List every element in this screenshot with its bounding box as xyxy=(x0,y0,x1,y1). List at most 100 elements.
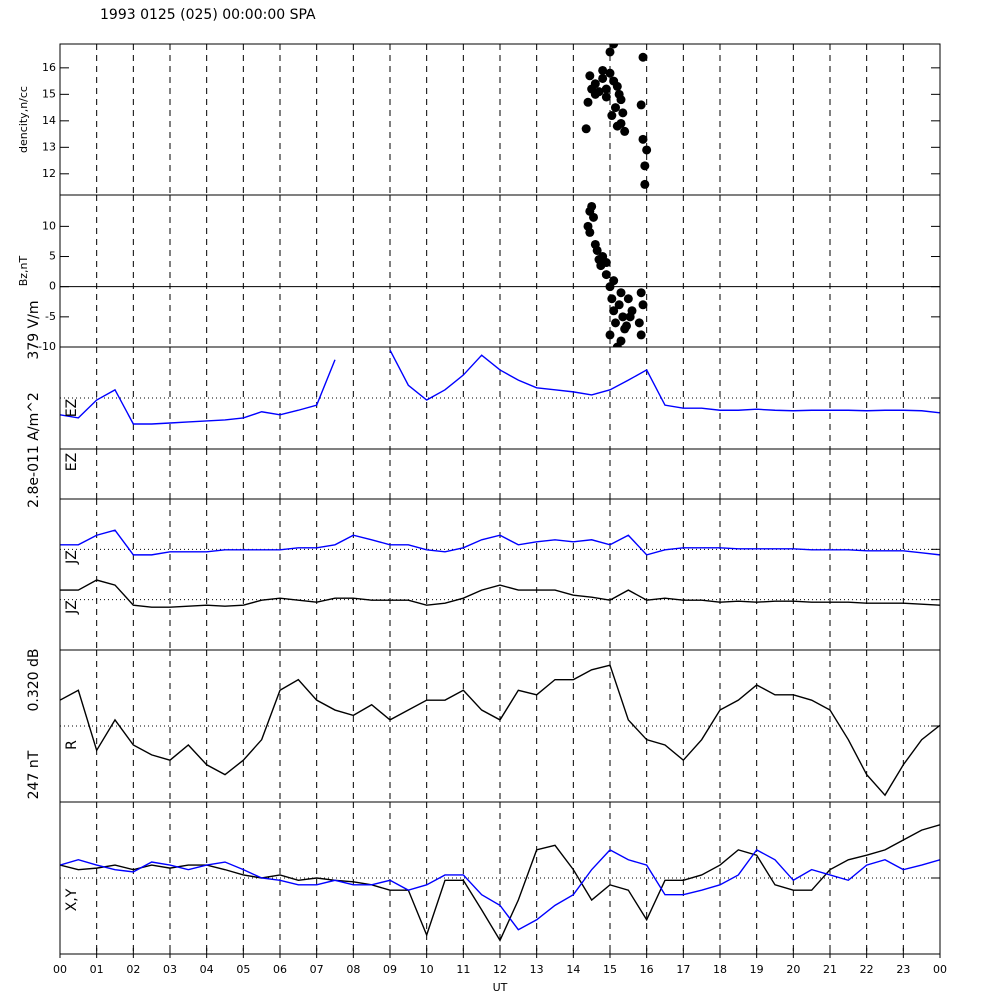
trace xyxy=(60,848,940,931)
x-tick-label: 14 xyxy=(566,963,580,976)
data-point xyxy=(638,300,648,310)
x-tick-label: 00 xyxy=(53,963,67,976)
data-point xyxy=(618,312,628,322)
data-point xyxy=(583,97,593,107)
x-tick-label: 02 xyxy=(126,963,140,976)
panel-label: R xyxy=(64,740,80,750)
panel-label: X,Y xyxy=(64,888,80,911)
y-axis-label: Bz,nT xyxy=(17,255,30,286)
trace xyxy=(60,349,940,425)
y-tick-label: 5 xyxy=(49,250,56,263)
data-point xyxy=(589,212,598,222)
x-tick-label: 03 xyxy=(163,963,177,976)
data-point xyxy=(616,336,626,346)
y-tick-label: 16 xyxy=(42,61,56,74)
data-point xyxy=(581,124,591,134)
data-point xyxy=(634,318,644,328)
x-tick-label: 22 xyxy=(860,963,874,976)
data-point xyxy=(638,52,648,62)
y-tick-label: -10 xyxy=(38,340,56,353)
data-point xyxy=(601,270,611,280)
data-point xyxy=(616,288,626,298)
x-tick-label: 06 xyxy=(273,963,287,976)
data-point xyxy=(636,288,646,298)
x-tick-label: 21 xyxy=(823,963,837,976)
data-point xyxy=(605,330,615,340)
data-point xyxy=(585,71,595,81)
data-point xyxy=(601,92,611,102)
panel-data xyxy=(60,529,940,608)
y-axis-label: dencity,n/cc xyxy=(17,86,30,153)
x-tick-label: 12 xyxy=(493,963,507,976)
y-tick-label: 14 xyxy=(42,114,56,127)
data-point xyxy=(618,108,628,118)
trace xyxy=(60,529,940,556)
trace xyxy=(60,579,940,608)
data-point xyxy=(607,294,617,304)
data-point xyxy=(590,79,600,89)
panel-data xyxy=(60,664,940,797)
trace-label: JZ xyxy=(64,600,80,615)
data-point xyxy=(636,330,646,340)
y-tick-label: 12 xyxy=(42,167,56,180)
scale-label: 247 nT xyxy=(26,750,42,799)
data-point xyxy=(592,245,602,255)
x-tick-label: 00 xyxy=(933,963,947,976)
x-tick-label: 10 xyxy=(420,963,434,976)
data-point xyxy=(611,318,620,328)
y-tick-label: 15 xyxy=(42,87,56,100)
trace xyxy=(60,664,940,797)
data-point xyxy=(623,294,633,304)
x-tick-label: 01 xyxy=(90,963,104,976)
data-point xyxy=(638,134,648,144)
data-point xyxy=(640,161,650,171)
x-tick-label: 05 xyxy=(236,963,250,976)
figure-title: 1993 0125 (025) 00:00:00 SPA xyxy=(100,7,316,23)
x-tick-label: 15 xyxy=(603,963,617,976)
data-point xyxy=(642,145,652,155)
data-point xyxy=(590,89,600,99)
panel-data xyxy=(60,349,940,425)
data-point xyxy=(609,306,619,316)
data-point xyxy=(607,111,617,121)
scale-label: 2.8e-011 A/m^2 xyxy=(26,392,42,508)
data-point xyxy=(616,95,626,105)
data-point xyxy=(585,227,595,237)
data-point xyxy=(598,65,608,75)
y-tick-label: 10 xyxy=(42,219,56,232)
data-point xyxy=(601,258,611,268)
x-tick-label: 20 xyxy=(786,963,800,976)
data-point xyxy=(612,81,622,91)
data-point xyxy=(587,201,597,211)
x-tick-label: 13 xyxy=(530,963,544,976)
trace-label: EZ xyxy=(64,399,80,417)
panel-data xyxy=(583,201,648,347)
y-tick-label: -5 xyxy=(45,310,56,323)
data-point xyxy=(605,68,615,78)
panel-data xyxy=(60,824,940,942)
data-point xyxy=(616,118,626,128)
scale-label: 0.320 dB xyxy=(26,648,42,711)
panel-label: EZ xyxy=(64,453,80,471)
x-tick-label: 18 xyxy=(713,963,727,976)
x-tick-label: 09 xyxy=(383,963,397,976)
x-tick-label: 07 xyxy=(310,963,324,976)
x-tick-label: 11 xyxy=(456,963,470,976)
data-point xyxy=(636,100,646,110)
data-point xyxy=(622,321,631,331)
x-tick-label: 19 xyxy=(750,963,764,976)
x-axis-label: UT xyxy=(493,981,508,994)
data-point xyxy=(598,73,608,83)
x-tick-label: 16 xyxy=(640,963,654,976)
x-tick-label: 08 xyxy=(346,963,360,976)
data-point xyxy=(605,47,615,57)
panel-data xyxy=(581,44,652,189)
y-tick-label: 13 xyxy=(42,140,56,153)
data-point xyxy=(614,300,624,310)
data-point xyxy=(611,103,620,113)
trace-label: JZ xyxy=(64,550,80,565)
y-tick-label: 0 xyxy=(49,280,56,293)
x-tick-label: 17 xyxy=(676,963,690,976)
scale-label: 379 V/m xyxy=(26,300,42,359)
